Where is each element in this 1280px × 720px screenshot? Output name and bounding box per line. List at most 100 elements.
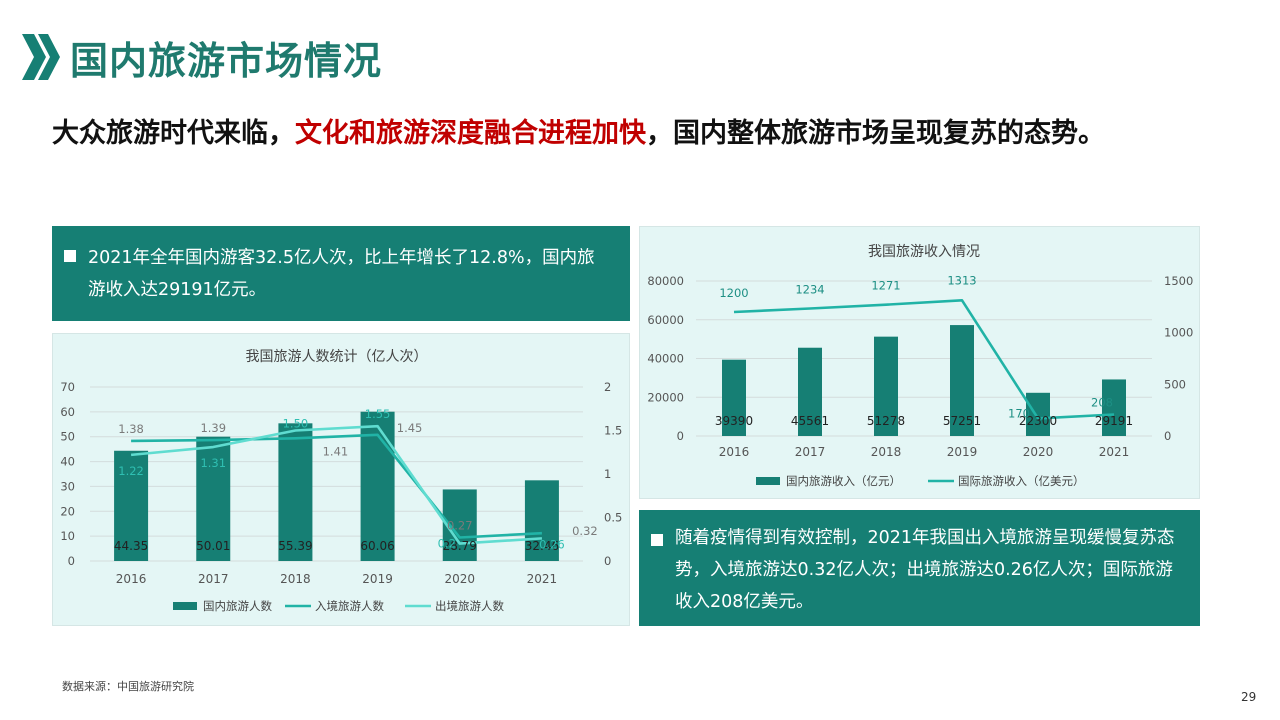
y-right-tick-label: 1 bbox=[604, 467, 611, 481]
x-tick-label: 2020 bbox=[1023, 445, 1054, 459]
line-data-label: 0.27 bbox=[447, 519, 473, 533]
line-data-label: 0.32 bbox=[572, 524, 598, 538]
y-left-tick-label: 60 bbox=[60, 405, 75, 419]
legend-label: 国内旅游人数 bbox=[203, 599, 272, 613]
bar bbox=[278, 423, 313, 561]
y-left-tick-label: 30 bbox=[60, 479, 75, 493]
bar-data-label: 28.79 bbox=[443, 539, 477, 553]
y-left-tick-label: 20000 bbox=[647, 390, 684, 404]
chart-visitors: 我国旅游人数统计（亿人次） 0 10 20 30 40 50 60 70 0 0.5 1 1.5 2 201… bbox=[52, 333, 630, 626]
chart-revenue: 我国旅游收入情况 0 20000 40000 60000 80000 0 500 1000 150… bbox=[639, 226, 1200, 499]
line-data-label: 0.2 bbox=[438, 537, 456, 551]
y-right-tick-label: 0 bbox=[604, 554, 611, 568]
series-line bbox=[130, 424, 542, 545]
y-left-tick-label: 40 bbox=[60, 455, 75, 469]
x-tick-label: 2016 bbox=[719, 445, 750, 459]
bar-data-label: 50.01 bbox=[196, 539, 230, 553]
chart-visitors-svg: 我国旅游人数统计（亿人次） 0 10 20 30 40 50 60 70 0 0.5 1 1.5 2 201… bbox=[60, 349, 622, 613]
bar bbox=[950, 325, 974, 436]
line-data-label: 1313 bbox=[947, 273, 976, 287]
y-left-tick-label: 80000 bbox=[647, 274, 684, 288]
line-data-label: 1.41 bbox=[323, 444, 349, 458]
bar-data-label: 39390 bbox=[715, 414, 753, 428]
page-number: 29 bbox=[1241, 690, 1257, 704]
legend-label: 国内旅游收入（亿元） bbox=[786, 474, 901, 488]
x-tick-label: 2021 bbox=[1099, 445, 1130, 459]
bar bbox=[722, 359, 746, 436]
legend-label: 国际旅游收入（亿美元） bbox=[958, 474, 1085, 488]
y-left-tick-label: 40000 bbox=[647, 352, 684, 366]
note-text: 随着疫情得到有效控制，2021年我国出入境旅游呈现缓慢复苏态势，入境旅游达0.3… bbox=[675, 528, 1175, 612]
line-data-label: 1.50 bbox=[283, 417, 309, 431]
legend-swatch-bar bbox=[756, 477, 780, 485]
note-box-visitors: 2021年全年国内游客32.5亿人次，比上年增长了12.8%，国内旅游收入达29… bbox=[52, 226, 630, 321]
subtitle: 大众旅游时代来临，文化和旅游深度融合进程加快，国内整体旅游市场呈现复苏的态势。 bbox=[52, 112, 1222, 156]
bar-data-label: 51278 bbox=[867, 414, 905, 428]
x-tick-label: 2017 bbox=[795, 445, 826, 459]
series-line bbox=[733, 299, 1115, 420]
legend-label: 出境旅游人数 bbox=[435, 599, 504, 613]
line-data-label: 1200 bbox=[719, 286, 748, 300]
y-left-tick-label: 0 bbox=[677, 429, 684, 443]
line-data-label: 1.39 bbox=[200, 421, 226, 435]
bar-data-label: 29191 bbox=[1095, 414, 1133, 428]
y-right-tick-label: 1000 bbox=[1164, 326, 1193, 340]
bar-data-label: 55.39 bbox=[278, 539, 312, 553]
chevron-double-icon bbox=[22, 34, 60, 80]
bar bbox=[524, 480, 559, 561]
subtitle-part1: 大众旅游时代来临， bbox=[52, 118, 295, 149]
series-line bbox=[131, 433, 542, 539]
bar-data-label: 45561 bbox=[791, 414, 829, 428]
bar-data-label: 57251 bbox=[943, 414, 981, 428]
square-bullet-icon bbox=[651, 534, 663, 546]
bar-data-label: 60.06 bbox=[360, 539, 394, 553]
data-source: 数据来源：中国旅游研究院 bbox=[62, 680, 194, 693]
line-data-label: 1.38 bbox=[118, 422, 144, 436]
x-tick-label: 2020 bbox=[444, 572, 475, 586]
bar bbox=[1026, 392, 1050, 436]
y-left-tick-label: 20 bbox=[60, 504, 75, 518]
square-bullet-icon bbox=[64, 250, 76, 262]
y-left-tick-label: 60000 bbox=[647, 313, 684, 327]
y-left-tick-label: 10 bbox=[60, 529, 75, 543]
x-tick-label: 2018 bbox=[280, 572, 311, 586]
bar-data-label: 32.46 bbox=[525, 539, 559, 553]
line-data-label: 1.22 bbox=[118, 464, 144, 478]
y-right-tick-label: 0.5 bbox=[604, 511, 622, 525]
bar bbox=[798, 347, 822, 436]
x-tick-label: 2021 bbox=[527, 572, 558, 586]
line-data-label: 208 bbox=[1091, 396, 1113, 410]
bar bbox=[1102, 379, 1126, 436]
line-data-label: 1.31 bbox=[200, 456, 226, 470]
y-right-tick-label: 500 bbox=[1164, 377, 1186, 391]
y-right-tick-label: 1.5 bbox=[604, 424, 622, 438]
chart-title: 我国旅游收入情况 bbox=[868, 244, 980, 260]
legend-swatch-bar bbox=[173, 602, 197, 610]
x-tick-label: 2019 bbox=[362, 572, 393, 586]
line-data-label: 0.26 bbox=[539, 537, 565, 551]
x-tick-label: 2018 bbox=[871, 445, 902, 459]
line-data-label: 1.45 bbox=[397, 421, 423, 435]
x-tick-label: 2016 bbox=[116, 572, 147, 586]
y-left-tick-label: 70 bbox=[60, 380, 75, 394]
x-tick-label: 2019 bbox=[947, 445, 978, 459]
bar-data-label: 22300 bbox=[1019, 414, 1057, 428]
line-data-label: 1234 bbox=[795, 282, 824, 296]
bar bbox=[874, 336, 898, 436]
line-data-label: 1.55 bbox=[365, 407, 391, 421]
bar bbox=[196, 436, 231, 561]
y-left-tick-label: 0 bbox=[68, 554, 75, 568]
subtitle-part2: ，国内整体旅游市场呈现复苏的态势。 bbox=[646, 118, 1105, 149]
legend-label: 入境旅游人数 bbox=[315, 599, 384, 613]
bar-data-label: 44.35 bbox=[114, 539, 148, 553]
x-tick-label: 2017 bbox=[198, 572, 229, 586]
y-right-tick-label: 0 bbox=[1164, 429, 1171, 443]
line-data-label: 1271 bbox=[871, 279, 900, 293]
bar bbox=[114, 450, 149, 561]
line-data-label: 170 bbox=[1008, 406, 1030, 420]
chart-title: 我国旅游人数统计（亿人次） bbox=[246, 349, 428, 365]
y-right-tick-label: 1500 bbox=[1164, 274, 1193, 288]
page-title: 国内旅游市场情况 bbox=[70, 39, 383, 83]
y-left-tick-label: 50 bbox=[60, 430, 75, 444]
subtitle-highlight: 文化和旅游深度融合进程加快 bbox=[295, 118, 646, 149]
